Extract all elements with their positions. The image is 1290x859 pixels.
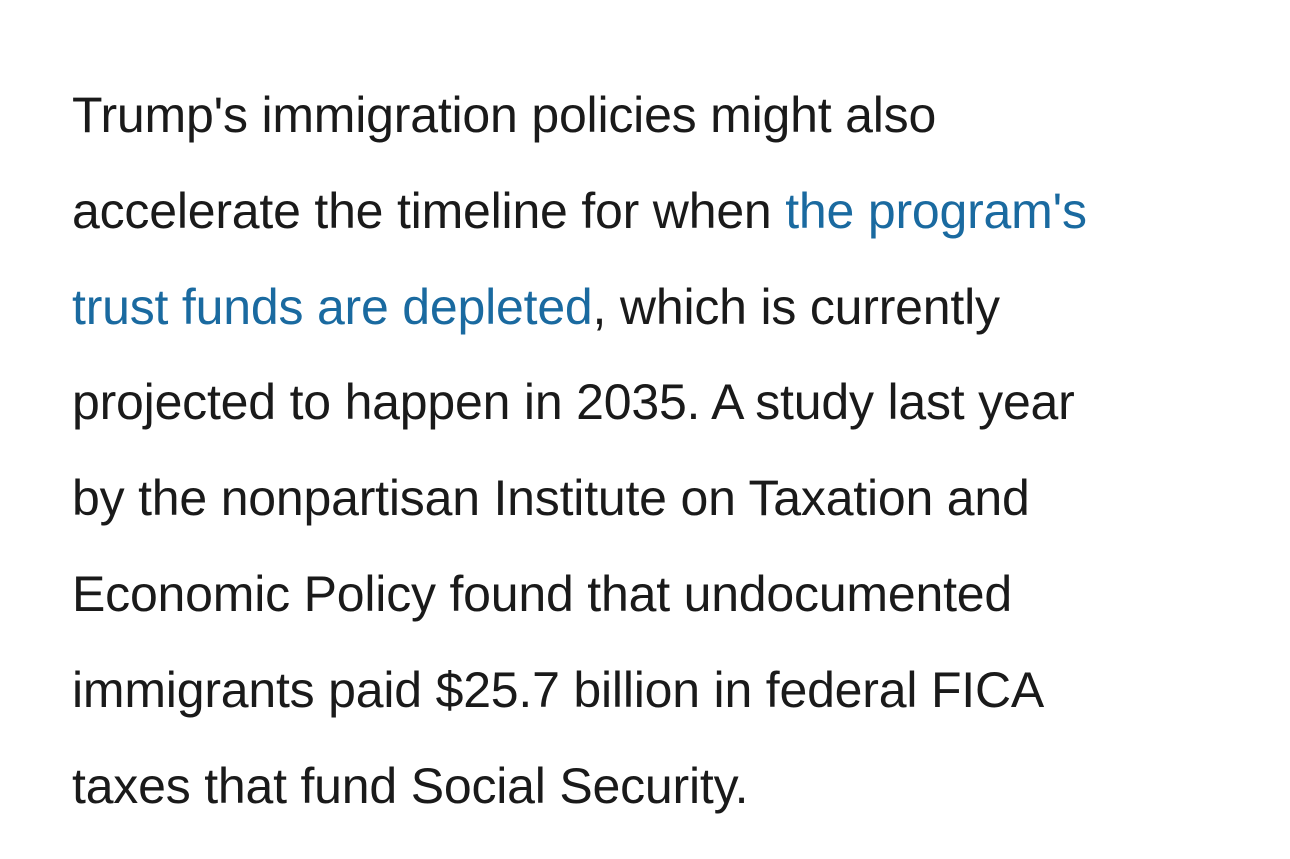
trust-funds-link-part-1[interactable]: the program's: [785, 182, 1087, 239]
paragraph-line-7: immigrants paid $25.7 billion in federal…: [72, 661, 1045, 718]
paragraph-line-2: accelerate the timeline for when the pro…: [72, 164, 1222, 260]
paragraph-line-4: projected to happen in 2035. A study las…: [72, 374, 1075, 431]
article-body: Trump's immigration policies might also …: [72, 68, 1222, 834]
paragraph-line-1: Trump's immigration policies might also: [72, 87, 937, 143]
paragraph-line-6: Economic Policy found that undocumented: [72, 565, 1013, 622]
article-paragraph: Trump's immigration policies might also …: [72, 68, 1222, 834]
paragraph-line-8: taxes that fund Social Security.: [72, 757, 749, 814]
paragraph-line-3: trust funds are depleted, which is curre…: [72, 260, 1222, 356]
line-3-text: , which is currently: [592, 278, 1000, 335]
line-2-text: accelerate the timeline for when: [72, 182, 786, 239]
paragraph-line-5: by the nonpartisan Institute on Taxation…: [72, 470, 1030, 527]
trust-funds-link-part-2[interactable]: trust funds are depleted: [72, 278, 593, 335]
